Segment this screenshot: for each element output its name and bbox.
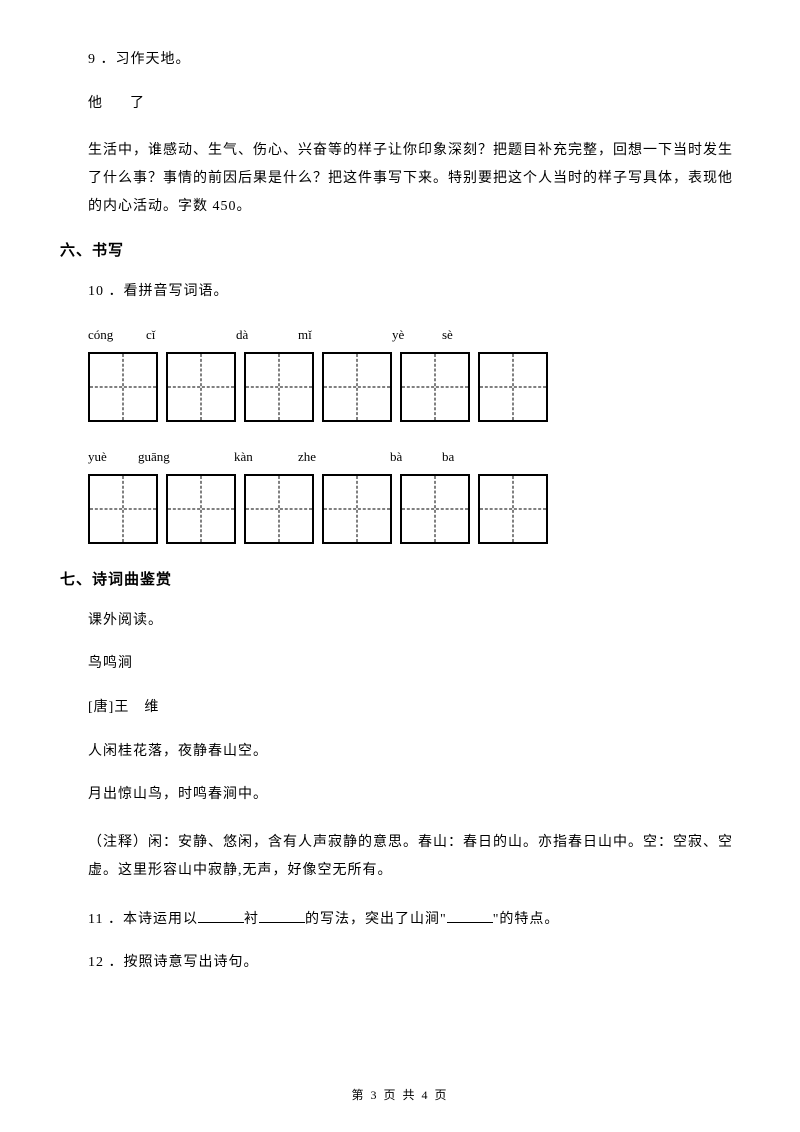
poem-title: 鸟鸣涧 <box>60 654 740 674</box>
pinyin-1-4: mǐ <box>298 326 312 344</box>
tianzige-box[interactable] <box>88 352 158 422</box>
pinyin-2-4: zhe <box>298 448 316 466</box>
tianzige-box[interactable] <box>244 352 314 422</box>
q9-title-prefix: 他 <box>88 96 103 111</box>
tianzige-box[interactable] <box>166 352 236 422</box>
poem-line-2: 月出惊山鸟，时鸣春涧中。 <box>60 785 740 805</box>
q9-title-suffix: 了 <box>130 96 145 111</box>
q9-heading: 9 ．习作天地。 <box>60 50 740 70</box>
pinyin-row-1: cóng cǐ dà mǐ yè sè <box>60 326 740 344</box>
reading-intro: 课外阅读。 <box>60 611 740 631</box>
pinyin-2-5: bà <box>390 448 402 466</box>
pinyin-1-6: sè <box>442 326 453 344</box>
pinyin-1-3: dà <box>236 326 248 344</box>
pinyin-1-5: yè <box>392 326 404 344</box>
tianzige-box[interactable] <box>400 474 470 544</box>
box-row-1 <box>60 352 740 422</box>
pinyin-2-6: ba <box>442 448 454 466</box>
q9-body: 生活中，谁感动、生气、伤心、兴奋等的样子让你印象深刻？把题目补充完整，回想一下当… <box>60 137 740 221</box>
tianzige-box[interactable] <box>322 352 392 422</box>
tianzige-box[interactable] <box>244 474 314 544</box>
poem-line-1: 人闲桂花落，夜静春山空。 <box>60 742 740 762</box>
tianzige-box[interactable] <box>166 474 236 544</box>
section-6-heading: 六、书写 <box>60 241 740 262</box>
pinyin-2-1: yuè <box>88 448 107 466</box>
tianzige-box[interactable] <box>322 474 392 544</box>
pinyin-2-3: kàn <box>234 448 253 466</box>
blank-input[interactable] <box>259 909 305 923</box>
box-row-2 <box>60 474 740 544</box>
q9-title: 他 了 <box>60 94 740 114</box>
pinyin-1-2: cǐ <box>146 326 155 344</box>
q11-mid2: 的写法，突出了山涧" <box>305 912 447 927</box>
q12-line: 12 ．按照诗意写出诗句。 <box>60 953 740 973</box>
q11-line: 11 ．本诗运用以 衬 的写法，突出了山涧" "的特点。 <box>60 909 740 930</box>
tianzige-box[interactable] <box>88 474 158 544</box>
q11-suffix: "的特点。 <box>493 912 560 927</box>
poem-note: （注释）闲：安静、悠闲，含有人声寂静的意思。春山：春日的山。亦指春日山中。空：空… <box>60 829 740 885</box>
reading-block: 课外阅读。 鸟鸣涧 [唐]王 维 人闲桂花落，夜静春山空。 月出惊山鸟，时鸣春涧… <box>60 611 740 885</box>
tianzige-box[interactable] <box>478 474 548 544</box>
poem-author: [唐]王 维 <box>60 698 740 718</box>
pinyin-row-2: yuè guāng kàn zhe bà ba <box>60 448 740 466</box>
tianzige-box[interactable] <box>478 352 548 422</box>
q10-heading: 10 ．看拼音写词语。 <box>60 282 740 302</box>
q11-prefix: 11 ．本诗运用以 <box>88 912 198 927</box>
page-footer: 第 3 页 共 4 页 <box>0 1087 800 1104</box>
q11-mid1: 衬 <box>244 912 259 927</box>
pinyin-2-2: guāng <box>138 448 170 466</box>
pinyin-1-1: cóng <box>88 326 113 344</box>
tianzige-box[interactable] <box>400 352 470 422</box>
section-7-heading: 七、诗词曲鉴赏 <box>60 570 740 591</box>
blank-input[interactable] <box>447 909 493 923</box>
blank-input[interactable] <box>198 909 244 923</box>
